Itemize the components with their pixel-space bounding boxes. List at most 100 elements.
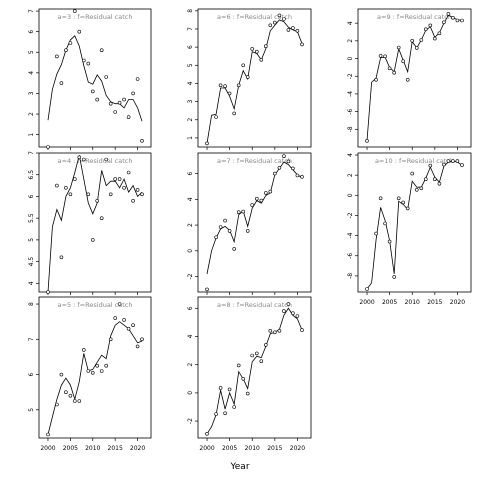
y-tick-label: 4 xyxy=(187,81,194,85)
data-point xyxy=(64,48,68,53)
panel-title: a=5 : f=Residual catch xyxy=(58,301,133,309)
plot-frame xyxy=(357,8,472,148)
data-point xyxy=(378,196,383,201)
y-tick-label: 6 xyxy=(28,30,35,34)
data-point xyxy=(378,54,383,58)
y-tick-label: 4 xyxy=(187,334,194,338)
y-tick-label: 2 xyxy=(187,223,194,227)
panel-title: a=4 : f=Residual catch xyxy=(58,157,133,165)
data-point xyxy=(227,91,232,96)
fitted-line xyxy=(366,14,463,141)
data-point xyxy=(86,61,91,66)
data-point xyxy=(291,26,295,30)
y-tick-label: 8 xyxy=(28,302,35,306)
data-point xyxy=(236,83,241,88)
y-tick-label: 0 xyxy=(187,249,194,253)
data-point xyxy=(250,203,254,207)
panel-a6: a=6 : f=Residual catch 1 2 3 4 5 6 7 8 xyxy=(187,8,312,150)
data-point xyxy=(140,139,144,143)
panel-a3: a=3 : f=Residual catch 1 2 3 4 5 6 7 xyxy=(28,8,152,150)
data-point xyxy=(122,318,126,322)
panel-title: a=9 : f=Residual catch xyxy=(377,13,452,21)
data-point xyxy=(68,393,73,398)
y-tick-label: -2 xyxy=(187,418,194,424)
data-point xyxy=(113,316,117,320)
y-tick-label: 5 xyxy=(187,63,194,67)
data-point xyxy=(241,209,245,214)
data-point xyxy=(232,111,236,116)
data-point xyxy=(374,231,378,236)
data-point xyxy=(396,45,401,50)
data-point xyxy=(272,20,277,25)
data-point xyxy=(428,23,433,28)
plot-frame xyxy=(197,152,312,293)
y-tick-label: 4 xyxy=(347,21,354,25)
data-point xyxy=(95,199,99,203)
data-point xyxy=(263,343,268,347)
data-point xyxy=(131,199,135,203)
data-point xyxy=(77,155,82,160)
y-tick-label: -6 xyxy=(347,108,354,114)
fitted-line xyxy=(206,161,303,275)
data-point xyxy=(286,159,291,164)
data-point xyxy=(254,196,259,201)
data-point xyxy=(286,28,291,32)
data-point xyxy=(300,328,304,332)
data-point xyxy=(99,48,104,53)
y-tick-label: 2 xyxy=(187,118,194,122)
data-point xyxy=(428,163,433,168)
data-point xyxy=(291,166,295,171)
data-point xyxy=(99,216,104,220)
y-tick-label: 4.5 xyxy=(28,257,35,267)
y-tick-label: 3 xyxy=(28,91,35,95)
data-point xyxy=(73,399,77,403)
data-point xyxy=(432,177,437,181)
data-point xyxy=(99,369,104,373)
fitted-line xyxy=(47,35,143,122)
data-point xyxy=(410,38,415,43)
data-point xyxy=(95,363,99,368)
data-point xyxy=(419,38,424,42)
y-tick-label: -4 xyxy=(347,232,354,238)
data-point xyxy=(414,188,419,192)
data-point xyxy=(82,348,86,352)
data-point xyxy=(64,390,68,395)
data-point xyxy=(55,402,59,407)
y-tick-label: 0 xyxy=(347,193,354,197)
data-point xyxy=(108,337,113,342)
data-point xyxy=(135,188,140,192)
data-point xyxy=(392,70,397,75)
data-point xyxy=(460,18,464,23)
data-point xyxy=(282,17,286,21)
data-point xyxy=(295,173,300,178)
panel-title: a=3 : f=Residual catch xyxy=(58,13,133,21)
data-point xyxy=(126,170,131,175)
data-point xyxy=(245,391,250,396)
data-point xyxy=(218,83,223,88)
data-point xyxy=(442,162,446,167)
panel-title: a=8 : f=Residual catch xyxy=(217,301,292,309)
data-point xyxy=(272,171,277,176)
data-point xyxy=(300,175,304,179)
data-point xyxy=(77,29,82,34)
data-point xyxy=(245,229,250,233)
data-point xyxy=(232,247,236,251)
data-point xyxy=(259,359,264,364)
data-point xyxy=(250,47,254,51)
data-point xyxy=(205,287,209,292)
y-tick-label: 4 xyxy=(28,281,35,285)
x-tick-label: 2005 xyxy=(63,445,78,452)
data-point xyxy=(126,326,131,331)
plot-frame xyxy=(197,8,312,148)
fitted-line xyxy=(206,307,303,435)
plot-frame xyxy=(38,8,152,148)
data-point xyxy=(268,189,273,194)
x-tick-label: 2000 xyxy=(199,445,214,452)
data-point xyxy=(68,192,73,197)
panel-a4: a=4 : f=Residual catch 4 4.5 5 5.5 6 6.5 7 xyxy=(28,151,152,295)
y-tick-label: -2 xyxy=(187,273,194,279)
data-point xyxy=(423,27,428,32)
x-tick-label: 2005 xyxy=(222,445,237,452)
data-point xyxy=(135,344,140,349)
